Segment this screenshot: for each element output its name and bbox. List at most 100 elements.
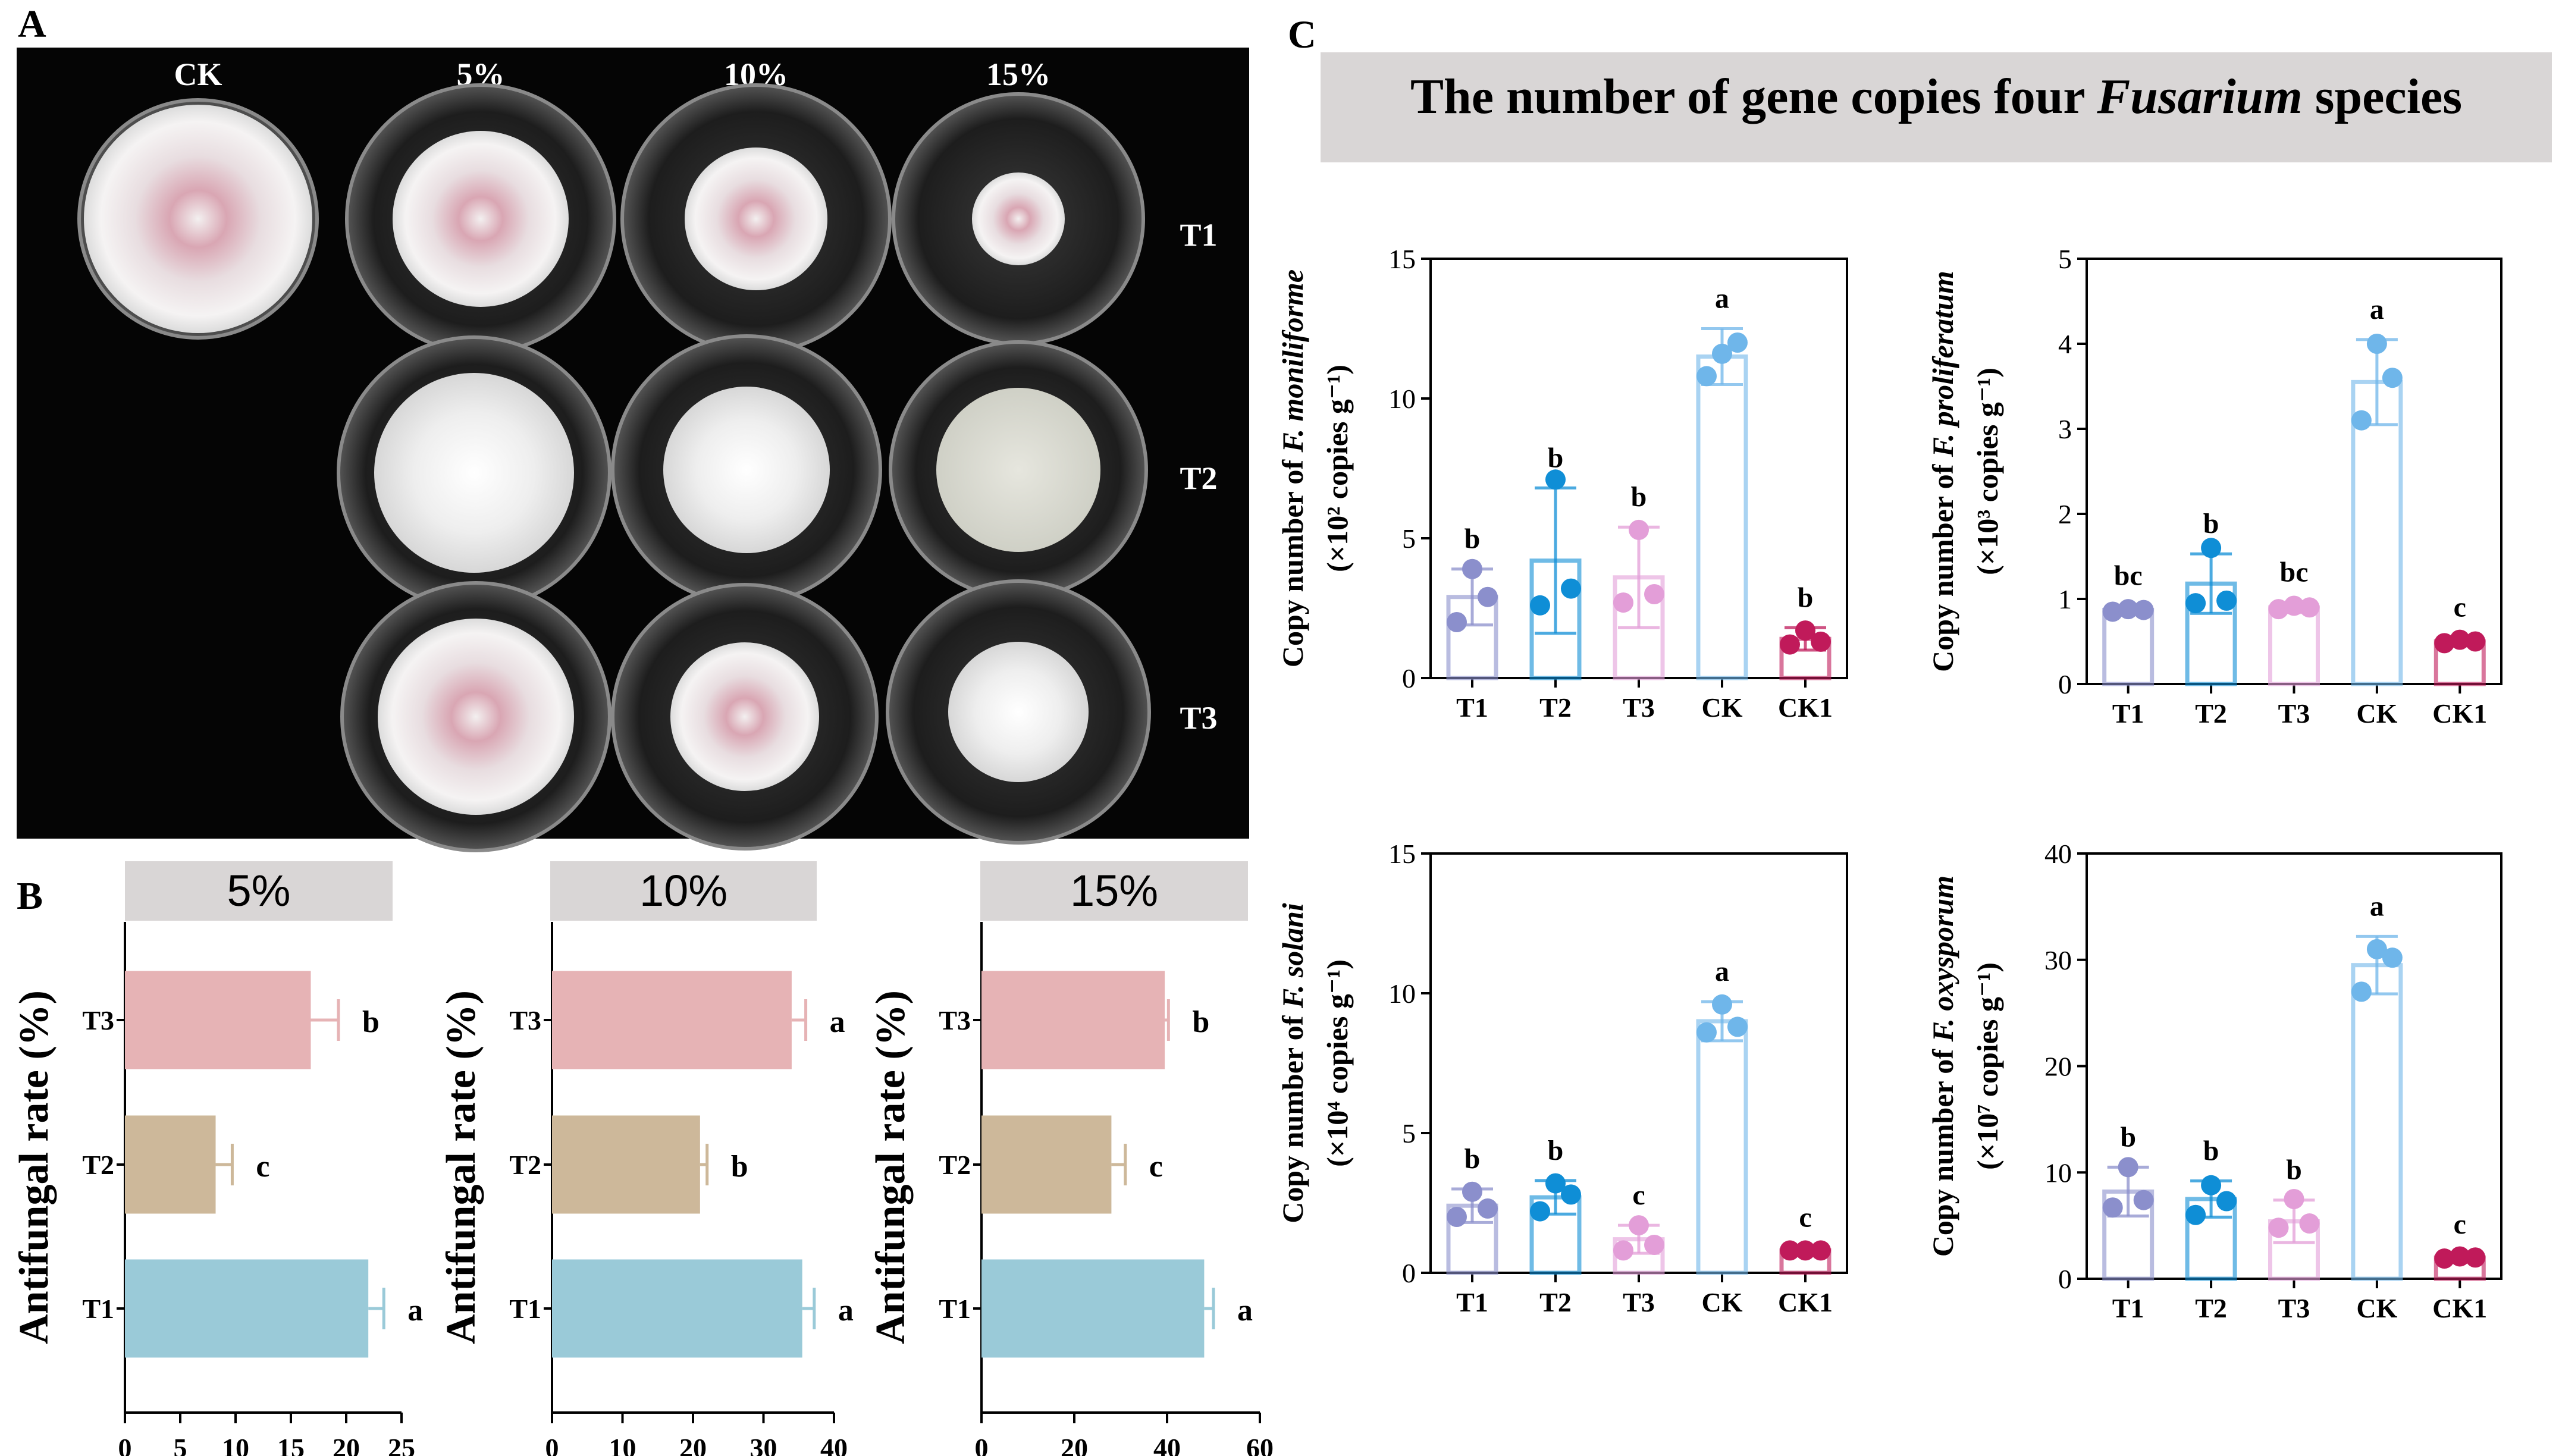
data-point [2133, 600, 2154, 620]
significance-letter: a [407, 1294, 423, 1328]
y-axis-label-line1: Copy number of F. oxysporum [1926, 876, 1959, 1257]
bar-ck [1696, 1019, 1748, 1275]
y-tick-label: T3 [509, 1005, 541, 1035]
copy-chart-f-moniliforme: 0 5 10 15 Copy number of F. moniliforme (×10²… [1276, 244, 1848, 723]
data-point [2102, 601, 2123, 622]
x-tick-label: T2 [2195, 698, 2227, 729]
data-point [1478, 586, 1498, 607]
chart-title-box [980, 861, 1248, 921]
y-tick-label: 20 [2044, 1052, 2072, 1082]
significance-letter: b [362, 1005, 380, 1039]
x-tick-label: T1 [2112, 698, 2144, 729]
significance-letter: b [1548, 1135, 1564, 1166]
significance-letter: b [1631, 481, 1647, 513]
data-point [2382, 368, 2403, 388]
panel-letter-b: B [17, 874, 43, 918]
significance-letter: a [838, 1294, 854, 1328]
data-point [2185, 593, 2206, 614]
chart-title: 15% [1070, 866, 1158, 915]
bar-ck [2351, 963, 2403, 1281]
data-point [1727, 1016, 1748, 1037]
panel-a-photo: CK 5% 10% 15% T1 T2 T3 [17, 48, 1249, 852]
y-tick-label: 3 [2058, 414, 2072, 444]
data-point [2366, 334, 2387, 354]
antifungal-chart-15pct: 15% Antifungal rate (%) 0 20 40 60 T3 b T2 c T1 a [868, 861, 1274, 1456]
x-tick-label: CK1 [1778, 692, 1833, 723]
significance-letter: b [2203, 1135, 2219, 1167]
data-point [1561, 578, 1581, 599]
data-point [2434, 1248, 2455, 1269]
data-point [2351, 410, 2372, 431]
data-point [1561, 1184, 1581, 1205]
significance-letter: c [256, 1150, 269, 1184]
x-tick-label: T1 [1456, 1287, 1488, 1317]
title-prefix: The number of gene copies four [1410, 69, 2097, 124]
bar-t2 [981, 1115, 1112, 1214]
antifungal-chart-10pct: 10% Antifungal rate (%) 0 10 20 30 40 T3 a T2 b T1 a [438, 861, 854, 1456]
significance-letter: b [1192, 1005, 1209, 1039]
y-tick-label: 40 [2044, 839, 2072, 869]
data-point [2284, 1188, 2304, 1209]
data-point [1545, 469, 1566, 490]
significance-letter: b [2286, 1154, 2302, 1186]
y-axis-label: Antifungal rate (%) [438, 990, 484, 1344]
data-point [1727, 332, 1748, 353]
conc-label-15: 15% [986, 57, 1050, 92]
title-suffix: species [2303, 69, 2462, 124]
y-tick-label: 10 [2044, 1157, 2072, 1188]
y-tick-label: T1 [509, 1294, 541, 1324]
chart-title-box [550, 861, 817, 921]
bar-t1 [125, 1259, 369, 1358]
significance-letter: bc [2114, 560, 2143, 591]
y-tick-label: T3 [82, 1005, 114, 1035]
y-tick-label: 10 [1388, 384, 1416, 414]
data-point [1629, 519, 1649, 540]
data-point [2450, 629, 2470, 650]
data-point [1795, 620, 1815, 641]
dish-t3-5 [340, 581, 611, 852]
significance-letter: b [1464, 1143, 1481, 1175]
y-axis-label-species: F. oxysporum [1926, 876, 1959, 1043]
data-point [2118, 1157, 2138, 1178]
y-axis-label-line1: Copy number of F. solani [1276, 903, 1309, 1223]
data-point [1462, 558, 1482, 579]
significance-letter: b [1548, 442, 1564, 473]
significance-letter: b [2120, 1121, 2136, 1153]
x-tick-label: 10 [609, 1433, 636, 1456]
significance-letter: a [1715, 283, 1729, 315]
bar-ck [1696, 354, 1748, 680]
data-point [1629, 1215, 1649, 1236]
significance-letter: b [2203, 508, 2219, 539]
data-point [2118, 599, 2138, 620]
dish-t2-15 [889, 340, 1148, 600]
data-point [1613, 1240, 1633, 1261]
data-point [1795, 1240, 1815, 1261]
x-tick-label: CK1 [2432, 698, 2487, 729]
data-point [1545, 1173, 1566, 1194]
x-tick-label: T3 [2278, 1293, 2310, 1323]
significance-letter: bc [2280, 557, 2309, 588]
y-tick-label: 15 [1388, 244, 1416, 274]
copy-chart-f-proliferatum: 0 1 2 3 4 5 Copy number of F. proliferatum (×10… [1926, 244, 2502, 729]
copy-chart-f-oxysporum: 0 10 20 30 40 Copy number of F. oxysporum (×10… [1926, 839, 2502, 1323]
x-tick-label: 20 [679, 1433, 707, 1456]
y-axis-label-species: F. moniliforme [1276, 269, 1309, 453]
significance-letter: a [830, 1005, 845, 1039]
dish-t1-5 [345, 83, 616, 354]
y-axis-label-prefix: Copy number of [1926, 1042, 1959, 1257]
data-point [2465, 631, 2486, 652]
y-tick-label: 5 [1402, 1118, 1416, 1149]
x-tick-label: T2 [2195, 1293, 2227, 1323]
dish-t1-15 [892, 92, 1145, 346]
x-tick-label: 0 [975, 1433, 989, 1456]
x-tick-label: 0 [118, 1433, 132, 1456]
plot-frame [2086, 258, 2502, 685]
data-point [2201, 538, 2222, 558]
data-point [2366, 939, 2387, 959]
y-tick-label: 4 [2058, 329, 2072, 359]
panel-c-title-box: The number of gene copies four Fusarium … [1321, 52, 2552, 162]
chart-title: 5% [227, 866, 291, 915]
y-tick-label: T3 [939, 1005, 971, 1035]
